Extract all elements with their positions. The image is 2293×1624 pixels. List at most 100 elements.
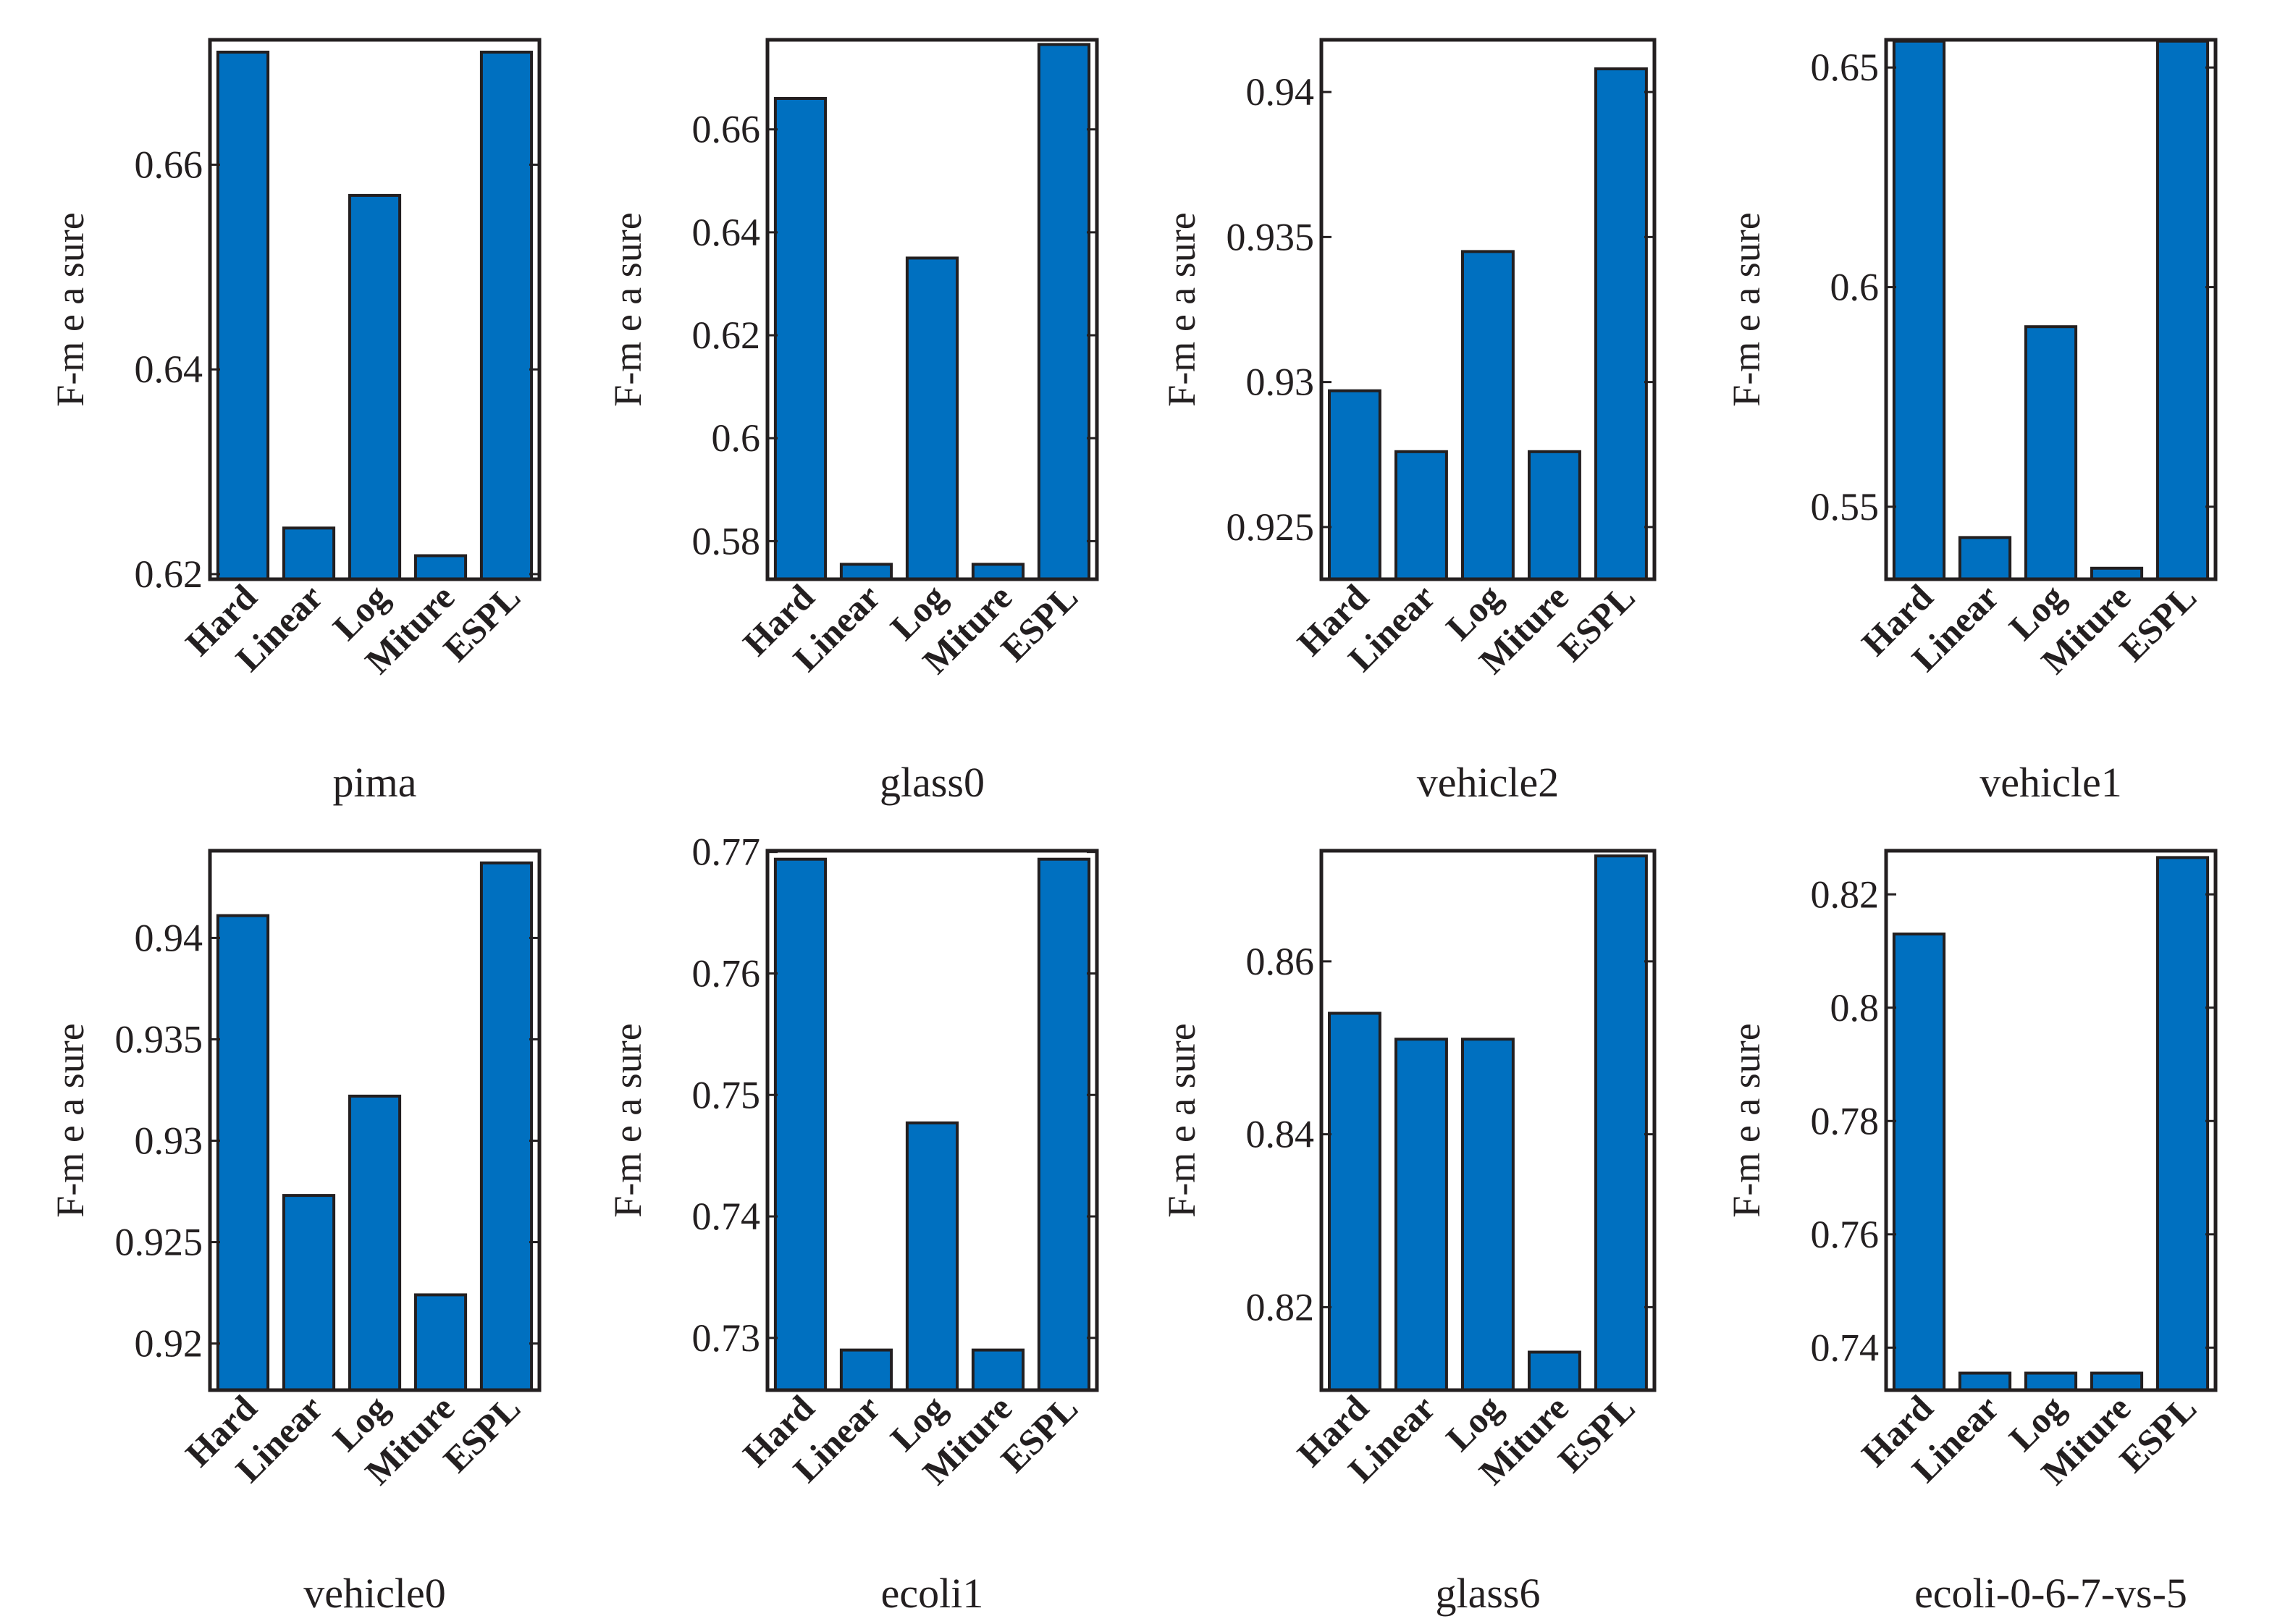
y-tick-label: 0.93 xyxy=(135,1119,203,1163)
bar-linear xyxy=(282,526,336,581)
plot-frame xyxy=(208,38,542,581)
chart-subtitle: ecoli-0-6-7-vs-5 xyxy=(1914,1570,2187,1617)
y-tick-label: 0.58 xyxy=(692,519,761,563)
bar-linear xyxy=(839,1348,893,1392)
y-tick-label: 0.82 xyxy=(1246,1285,1315,1329)
chart-panel-ecoli-0-6-7-vs-5: 0.740.760.780.80.82F-m e a sureHardLinea… xyxy=(1725,849,2218,1617)
bar-hard xyxy=(773,97,828,581)
bar-log xyxy=(2024,1371,2078,1392)
bar-espl xyxy=(479,51,534,581)
bar-hard xyxy=(1892,39,1946,581)
chart-panel-glass0: 0.580.60.620.640.66F-m e a sureHardLinea… xyxy=(606,38,1099,806)
y-tick-label: 0.925 xyxy=(1227,505,1315,549)
bar-log xyxy=(905,1121,959,1392)
bar-espl xyxy=(1594,854,1648,1392)
y-tick-label: 0.74 xyxy=(1811,1326,1880,1369)
y-axis-label: F-m e a sure xyxy=(606,212,649,406)
bar-log xyxy=(1461,250,1515,581)
bar-hard xyxy=(216,914,270,1392)
category-label: ESPL xyxy=(435,1387,528,1480)
y-tick-label: 0.82 xyxy=(1811,872,1880,916)
y-tick-label: 0.64 xyxy=(692,211,761,254)
y-tick-label: 0.78 xyxy=(1811,1099,1880,1143)
bar-hard xyxy=(216,51,270,581)
category-label: ESPL xyxy=(2111,576,2204,669)
y-tick-label: 0.6 xyxy=(712,416,761,460)
bar-miture xyxy=(1528,1350,1581,1392)
bar-espl xyxy=(1594,67,1648,581)
bar-miture xyxy=(413,1293,468,1392)
chart-subtitle: glass6 xyxy=(1436,1570,1541,1617)
y-axis-label: F-m e a sure xyxy=(1725,212,1768,406)
y-tick-label: 0.75 xyxy=(692,1073,761,1116)
y-tick-label: 0.65 xyxy=(1811,46,1880,89)
category-label: ESPL xyxy=(1550,1387,1643,1480)
y-tick-label: 0.94 xyxy=(1246,70,1315,114)
y-tick-label: 0.6 xyxy=(1830,266,1880,309)
bar-log xyxy=(905,256,959,581)
bar-linear xyxy=(1394,1038,1448,1392)
y-axis-label: F-m e a sure xyxy=(1160,1023,1203,1217)
bar-espl xyxy=(2155,856,2210,1392)
category-label: ESPL xyxy=(993,576,1085,669)
bar-log xyxy=(348,1094,402,1392)
bar-linear xyxy=(1394,450,1448,581)
bar-espl xyxy=(1037,857,1091,1392)
plot-frame xyxy=(765,849,1099,1392)
plot-frame xyxy=(1884,38,2218,581)
bar-hard xyxy=(1328,389,1381,581)
bar-miture xyxy=(971,1348,1025,1392)
bar-espl xyxy=(479,861,534,1392)
y-axis-label: F-m e a sure xyxy=(606,1023,649,1217)
bar-espl xyxy=(2155,39,2210,581)
bar-linear xyxy=(1958,1371,2012,1392)
y-tick-label: 0.64 xyxy=(135,348,203,391)
y-axis-label: F-m e a sure xyxy=(1725,1023,1768,1217)
chart-subtitle: glass0 xyxy=(880,759,985,806)
category-label: ESPL xyxy=(993,1387,1085,1480)
y-axis-label: F-m e a sure xyxy=(49,1023,92,1217)
y-tick-label: 0.935 xyxy=(1227,215,1315,258)
plot-frame xyxy=(1319,849,1657,1392)
plot-frame xyxy=(1319,38,1657,581)
y-tick-label: 0.93 xyxy=(1246,361,1315,404)
y-tick-label: 0.925 xyxy=(115,1221,203,1264)
y-tick-label: 0.92 xyxy=(135,1322,203,1366)
y-tick-label: 0.86 xyxy=(1246,940,1315,983)
bar-miture xyxy=(2090,1371,2144,1392)
bar-linear xyxy=(839,563,893,581)
chart-panel-ecoli1: 0.730.740.750.760.77F-m e a sureHardLine… xyxy=(606,830,1099,1617)
bar-log xyxy=(2024,325,2078,581)
chart-panel-pima: 0.620.640.66F-m e a sureHardLinearLogMit… xyxy=(49,38,542,806)
bar-hard xyxy=(773,857,828,1392)
bar-hard xyxy=(1328,1011,1381,1392)
y-tick-label: 0.77 xyxy=(692,830,761,874)
y-tick-label: 0.76 xyxy=(1811,1213,1880,1256)
y-tick-label: 0.84 xyxy=(1246,1113,1315,1156)
bar-hard xyxy=(1892,933,1946,1392)
y-tick-label: 0.935 xyxy=(115,1017,203,1061)
y-tick-label: 0.94 xyxy=(135,916,203,959)
y-tick-label: 0.55 xyxy=(1811,485,1880,529)
y-axis-label: F-m e a sure xyxy=(49,212,92,406)
y-tick-label: 0.74 xyxy=(692,1195,761,1238)
bar-linear xyxy=(282,1194,336,1392)
bar-miture xyxy=(971,563,1025,581)
y-tick-label: 0.76 xyxy=(692,951,761,995)
chart-subtitle: vehicle1 xyxy=(1979,759,2121,806)
y-tick-label: 0.73 xyxy=(692,1316,761,1360)
bar-log xyxy=(1461,1038,1515,1392)
chart-panel-glass6: 0.820.840.86F-m e a sureHardLinearLogMit… xyxy=(1160,849,1657,1617)
category-label: ESPL xyxy=(1550,576,1643,669)
bar-miture xyxy=(413,554,468,581)
y-tick-label: 0.8 xyxy=(1830,986,1880,1030)
chart-subtitle: ecoli1 xyxy=(881,1570,984,1617)
y-axis-label: F-m e a sure xyxy=(1160,212,1203,406)
plot-frame xyxy=(765,38,1099,581)
y-tick-label: 0.66 xyxy=(135,143,203,186)
bar-log xyxy=(348,193,402,581)
category-label: ESPL xyxy=(2111,1387,2204,1480)
